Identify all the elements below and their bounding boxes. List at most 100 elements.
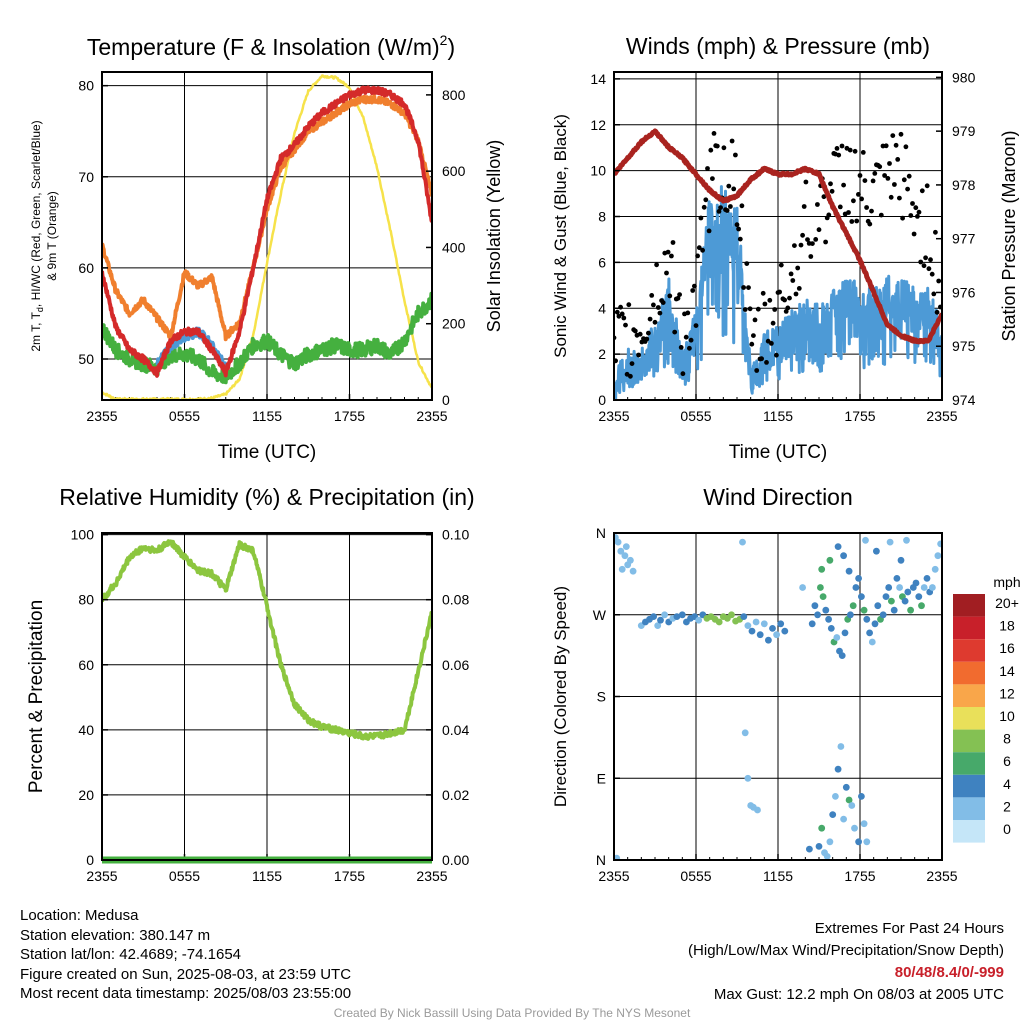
location-text: Location: Medusa [20, 907, 139, 924]
recent-data-text: Most recent data timestamp: 2025/08/03 2… [20, 985, 352, 1002]
gust-point [916, 209, 922, 215]
y2-tick-label: 200 [442, 316, 466, 332]
gust-point [910, 201, 915, 206]
legend-swatch [953, 820, 985, 843]
x-tick-label: 2355 [598, 408, 629, 424]
gust-point [708, 147, 714, 153]
direction-point [852, 584, 860, 591]
gust-point [872, 171, 878, 176]
direction-point [866, 629, 873, 637]
direction-point [678, 611, 686, 619]
direction-point [614, 854, 621, 860]
gust-point [882, 173, 887, 178]
gust-point [777, 289, 782, 295]
direction-point [806, 845, 813, 853]
extremes-panel: Extremes For Past 24 Hours (High/Low/Max… [688, 918, 1004, 1006]
direction-point [897, 556, 905, 564]
y-tick-label: 8 [598, 209, 606, 225]
gust-point [683, 334, 689, 340]
gust-point [796, 286, 802, 291]
gust-point [849, 219, 855, 224]
gust-point [774, 352, 779, 358]
direction-point [845, 796, 853, 804]
direction-point [863, 838, 871, 846]
x-tick-label: 2355 [926, 868, 957, 884]
chart-panel-2: 2355 0555 1155 1755 235502468101214974975976… [551, 33, 1019, 463]
y-tick-label: N [596, 852, 606, 868]
direction-point [840, 552, 847, 560]
gust-point [854, 218, 860, 224]
legend-label: 6 [1003, 753, 1011, 769]
gust-point [726, 183, 732, 189]
direction-point [879, 611, 887, 619]
direction-point [903, 536, 910, 544]
y2-tick-label: 600 [442, 163, 466, 179]
y-tick-label: 4 [598, 300, 606, 316]
gust-point [623, 322, 628, 328]
y-tick-label: 100 [71, 527, 95, 543]
gust-point [690, 288, 696, 293]
y-axis-label: Percent & Precipitation [26, 600, 47, 793]
legend-label: 20+ [995, 595, 1019, 611]
direction-point [817, 584, 824, 591]
direction-point [849, 602, 857, 610]
gust-point [649, 293, 655, 298]
gust-point [692, 283, 697, 289]
direction-point [915, 593, 923, 600]
x-tick-label: 2355 [86, 868, 117, 884]
gust-point [929, 271, 935, 277]
x-axis-label: Time (UTC) [729, 442, 828, 463]
y2-tick-label: 0.10 [442, 527, 469, 543]
gust-point [696, 245, 702, 251]
station-info: Location: Medusa Station elevation: 380.… [20, 906, 351, 1004]
gust-point [878, 212, 884, 218]
direction-point [868, 638, 876, 646]
chart-panel-3: 2355 0555 1155 1755 23550204060801000.000.02… [26, 484, 475, 884]
gust-point [701, 204, 707, 210]
legend-swatch [953, 729, 985, 753]
gust-point [915, 214, 920, 219]
direction-point [748, 627, 756, 635]
gust-point [805, 237, 810, 243]
gust-point [859, 196, 864, 202]
legend-swatch [953, 639, 985, 662]
direction-point [629, 567, 637, 575]
temp-2m-line [102, 85, 432, 378]
direction-point [904, 588, 912, 596]
y2-tick-label: 978 [952, 177, 976, 193]
gust-point [752, 317, 758, 323]
y-axis-label: 2m T, Td, HI/WC (Red, Green, Scarlet/Blu… [29, 120, 45, 351]
direction-point [826, 556, 834, 564]
direction-point [756, 631, 764, 639]
direction-point [855, 838, 862, 846]
direction-point [627, 556, 634, 564]
direction-point [829, 811, 837, 818]
direction-point [858, 593, 865, 600]
direction-point [860, 606, 868, 614]
legend-label: 16 [999, 640, 1015, 656]
gust-point [846, 210, 851, 215]
y-tick-label: 50 [78, 351, 94, 367]
y2-tick-label: 979 [952, 123, 976, 139]
gust-point [934, 309, 940, 315]
y-tick-label: 40 [78, 722, 94, 738]
y2-tick-label: 400 [442, 239, 466, 255]
gust-point [926, 266, 932, 272]
direction-point [848, 802, 856, 809]
gust-point [744, 261, 750, 266]
x-tick-label: 2355 [598, 868, 629, 884]
y-tick-label: 70 [78, 169, 94, 185]
direction-point [617, 547, 625, 555]
gust-point [657, 310, 663, 316]
chart-panel-1: 2355 0555 1155 1755 235550607080020040060080… [29, 32, 504, 463]
gust-point [647, 316, 653, 322]
gust-point [616, 313, 622, 319]
direction-point [822, 606, 830, 614]
legend-swatch [953, 707, 985, 730]
gust-point [793, 291, 799, 297]
direction-point [929, 584, 936, 591]
chart-title: Wind Direction [703, 484, 853, 510]
y2-tick-label: 800 [442, 87, 466, 103]
gust-point [703, 197, 709, 203]
gust-point [897, 195, 902, 201]
